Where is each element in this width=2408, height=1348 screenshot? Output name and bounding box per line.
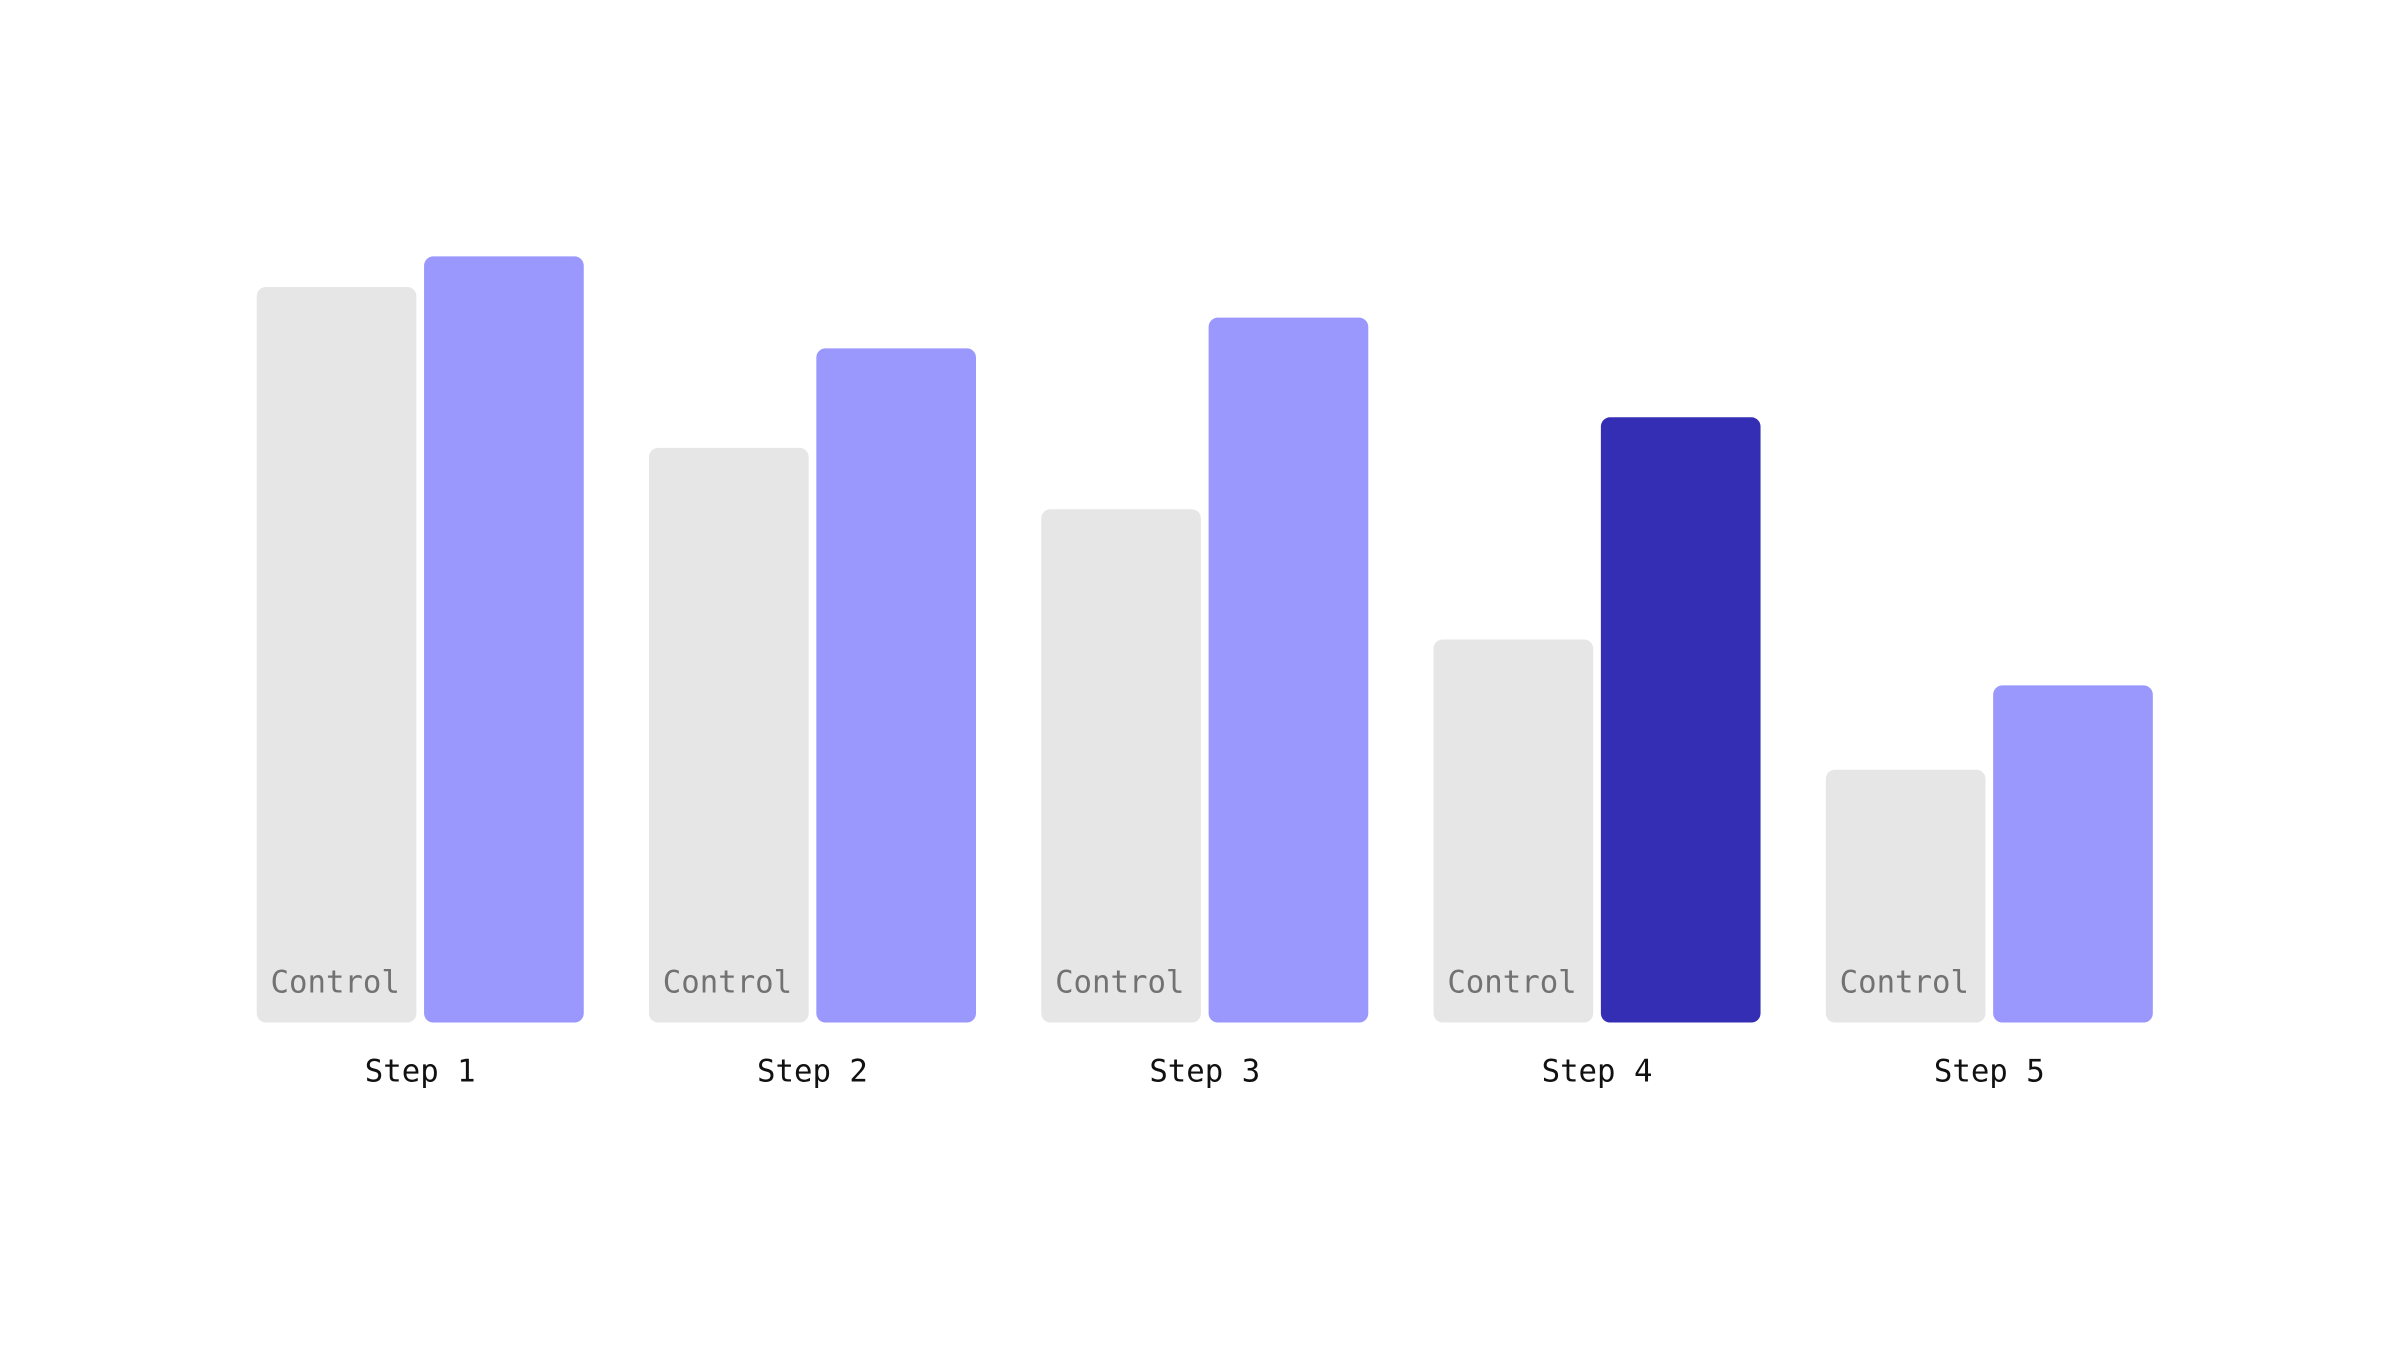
bar <box>1433 639 1594 1023</box>
x-tick-label: Step 4 <box>1542 1055 1653 1090</box>
x-tick-label: Step 1 <box>365 1055 476 1090</box>
bar-series-label: Control <box>1055 966 1184 1001</box>
bar <box>1600 417 1761 1023</box>
x-tick-label: Step 3 <box>1149 1055 1260 1090</box>
bar-series-label: Control <box>271 966 400 1001</box>
bar <box>1208 317 1369 1023</box>
bar-series-label: Control <box>1447 966 1576 1001</box>
bar <box>648 447 809 1023</box>
bar <box>1041 509 1201 1023</box>
x-tick-label: Step 5 <box>1934 1055 2045 1090</box>
bar <box>256 287 417 1023</box>
bar-series-label: Control <box>1840 966 1969 1001</box>
bar <box>424 256 584 1023</box>
bar <box>816 348 977 1023</box>
bar <box>1993 685 2153 1023</box>
bar-series-label: Control <box>663 966 792 1001</box>
bar <box>1825 769 1986 1023</box>
x-tick-label: Step 2 <box>757 1055 868 1090</box>
